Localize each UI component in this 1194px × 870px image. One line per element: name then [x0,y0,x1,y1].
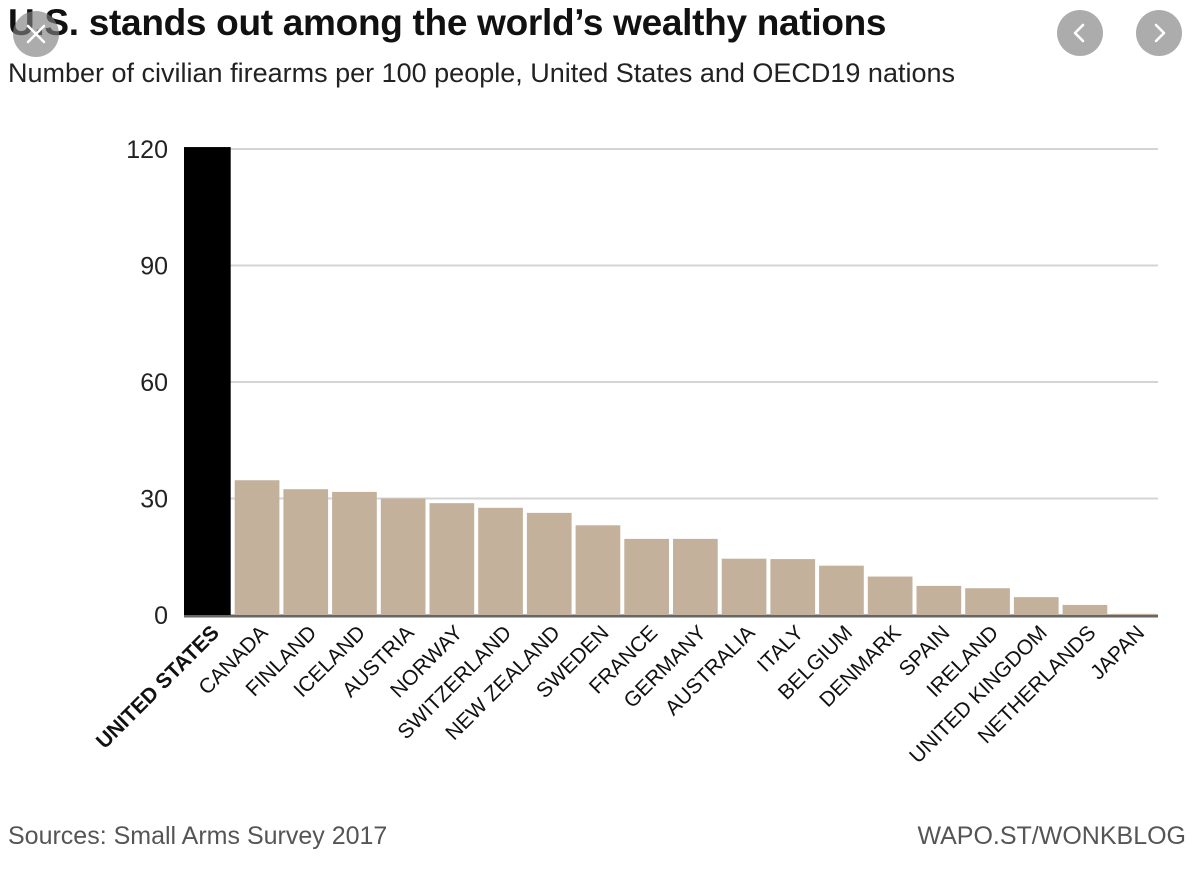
x-category-label: JAPAN [1086,621,1149,684]
y-tick-label: 90 [140,253,168,281]
bar [184,147,231,615]
chevron-left-icon [1073,23,1085,43]
bar [721,558,767,615]
bar [624,538,669,615]
bar [283,489,329,615]
y-tick-label: 60 [140,369,168,397]
bar [1013,597,1059,615]
bar [819,565,864,615]
bar [575,525,621,615]
chart-title: U.S. stands out among the world’s wealth… [8,2,887,43]
previous-button[interactable] [1057,10,1103,56]
bar [673,538,718,615]
bar [916,585,962,615]
bar [1062,604,1108,615]
bar [965,588,1010,615]
chart-subtitle: Number of civilian firearms per 100 peop… [8,58,955,88]
bar [478,507,523,615]
bar [234,480,280,615]
bar [429,503,475,615]
bar [1111,613,1156,615]
bar [380,498,426,615]
y-tick-label: 120 [126,136,168,164]
close-icon [26,24,46,44]
bar [867,576,913,615]
bar [526,512,572,615]
credit-link[interactable]: WAPO.ST/WONKBLOG [917,822,1186,850]
bar [770,559,816,615]
close-button[interactable] [13,11,59,57]
y-tick-label: 0 [154,602,168,630]
next-button[interactable] [1136,10,1182,56]
bar [332,491,377,615]
source-note: Sources: Small Arms Survey 2017 [8,822,388,850]
chevron-right-icon [1154,23,1166,43]
y-tick-label: 30 [140,486,168,514]
